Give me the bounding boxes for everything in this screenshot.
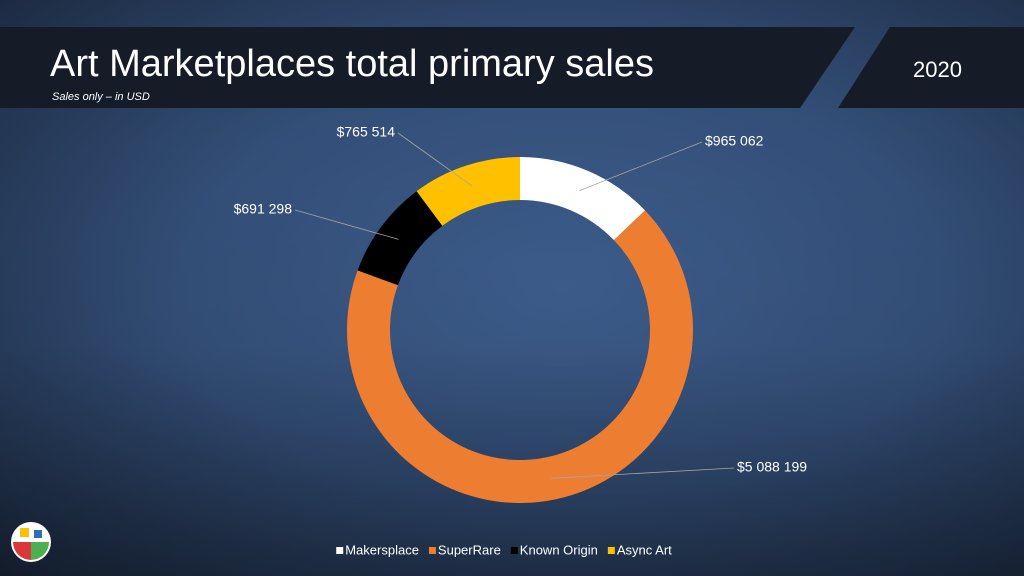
leader-line [397, 132, 473, 187]
leader-line [550, 467, 735, 479]
legend-label: Async Art [617, 542, 672, 557]
legend-swatch [336, 547, 344, 554]
legend-swatch [428, 547, 436, 554]
logo [11, 522, 51, 562]
data-label: $965 062 [705, 133, 764, 149]
leader-line [294, 209, 399, 240]
chart-subtitle: Sales only – in USD [52, 91, 150, 103]
data-label: $5 088 199 [737, 459, 807, 475]
legend-label: Makersplace [345, 542, 419, 557]
legend-label: SuperRare [438, 542, 501, 557]
legend-swatch [510, 547, 518, 554]
donut-slice [357, 191, 443, 286]
donut-slice [520, 157, 645, 241]
legend: Makersplace SuperRare Known Origin Async Ar… [336, 542, 672, 557]
header-band [0, 27, 855, 108]
chart-title: Art Marketplaces total primary sales [50, 43, 654, 85]
donut-slice [416, 157, 520, 226]
leader-line [579, 141, 703, 192]
data-label: $765 514 [337, 124, 396, 140]
header-band-right [838, 27, 1024, 108]
donut-slice [346, 210, 693, 504]
data-label: $691 298 [234, 201, 293, 217]
legend-label: Known Origin [520, 542, 598, 557]
year-label: 2020 [913, 57, 962, 82]
legend-swatch [607, 547, 615, 554]
